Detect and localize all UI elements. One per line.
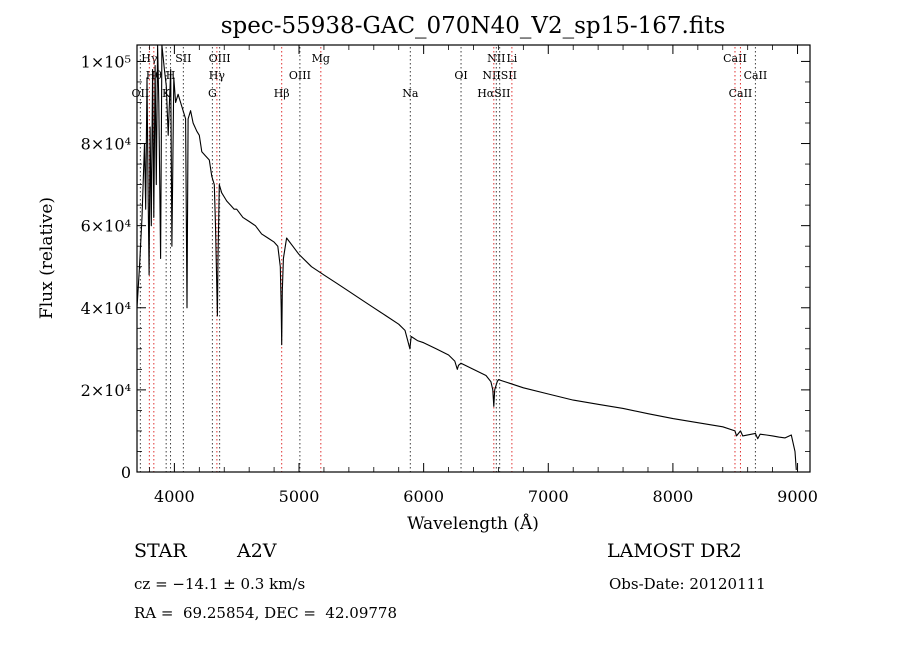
y-axis-label: Flux (relative) (37, 197, 57, 319)
spectral-line-label: Hγ (141, 52, 158, 65)
spectral-line-label: Hγ (209, 69, 226, 82)
y-tick-label: 2×10⁴ (81, 381, 131, 400)
y-tick-label: 4×10⁴ (81, 299, 131, 318)
redshift-velocity: cz = −14.1 ± 0.3 km/s (134, 575, 306, 593)
spectral-line-label: NII (487, 52, 505, 65)
spectral-subclass: A2V (237, 540, 277, 562)
y-tick-label: 1×10⁵ (81, 52, 131, 71)
chart-title: spec-55938-GAC_070N40_V2_sp15-167.fits (221, 13, 726, 39)
object-class: STAR (134, 540, 187, 562)
x-tick-label: 5000 (279, 487, 320, 506)
spectral-line-label: G (208, 87, 217, 100)
spectral-line-label: HαSII (477, 87, 510, 100)
spectral-line-label: CaII (729, 87, 753, 100)
y-tick-label: 8×10⁴ (81, 135, 131, 154)
spectral-line-label: Hβ (274, 87, 290, 100)
x-axis-label: Wavelength (Å) (407, 513, 539, 534)
x-tick-label: 8000 (653, 487, 694, 506)
x-tick-label: 4000 (154, 487, 195, 506)
spectrum-plot (136, 44, 797, 470)
x-tick-label: 9000 (777, 487, 818, 506)
observation-date: Obs-Date: 20120111 (609, 575, 766, 593)
y-tick-label: 0 (121, 463, 131, 482)
spectral-line-label: NIISII (482, 69, 517, 82)
spectral-line-label: SII (175, 52, 191, 65)
x-tick-label: 7000 (528, 487, 569, 506)
spectral-line-label: Mg (312, 52, 330, 65)
spectral-line-label: Hθ (146, 69, 163, 82)
y-tick-label: 6×10⁴ (81, 217, 131, 236)
x-tick-label: 6000 (403, 487, 444, 506)
spectral-line-label: OIII (209, 52, 231, 65)
spectral-line-label: OIII (289, 69, 311, 82)
spectral-line-label: OII (132, 87, 150, 100)
spectral-line-label: Li (506, 52, 517, 65)
spectral-line-label: OI (454, 69, 467, 82)
x-axis: 4000 5000 6000 7000 8000 9000 (149, 45, 818, 506)
spectral-line-label: Na (402, 87, 419, 100)
spectral-line-label: CaII (723, 52, 747, 65)
spectral-line-label: CaII (744, 69, 768, 82)
spectrum-line (136, 44, 797, 470)
y-axis: 0 2×10⁴ 4×10⁴ 6×10⁴ 8×10⁴ 1×10⁵ (81, 52, 810, 482)
plot-frame (136, 44, 811, 473)
survey-name: LAMOST DR2 (607, 540, 742, 562)
coordinates: RA = 69.25854, DEC = 42.09778 (134, 604, 398, 622)
